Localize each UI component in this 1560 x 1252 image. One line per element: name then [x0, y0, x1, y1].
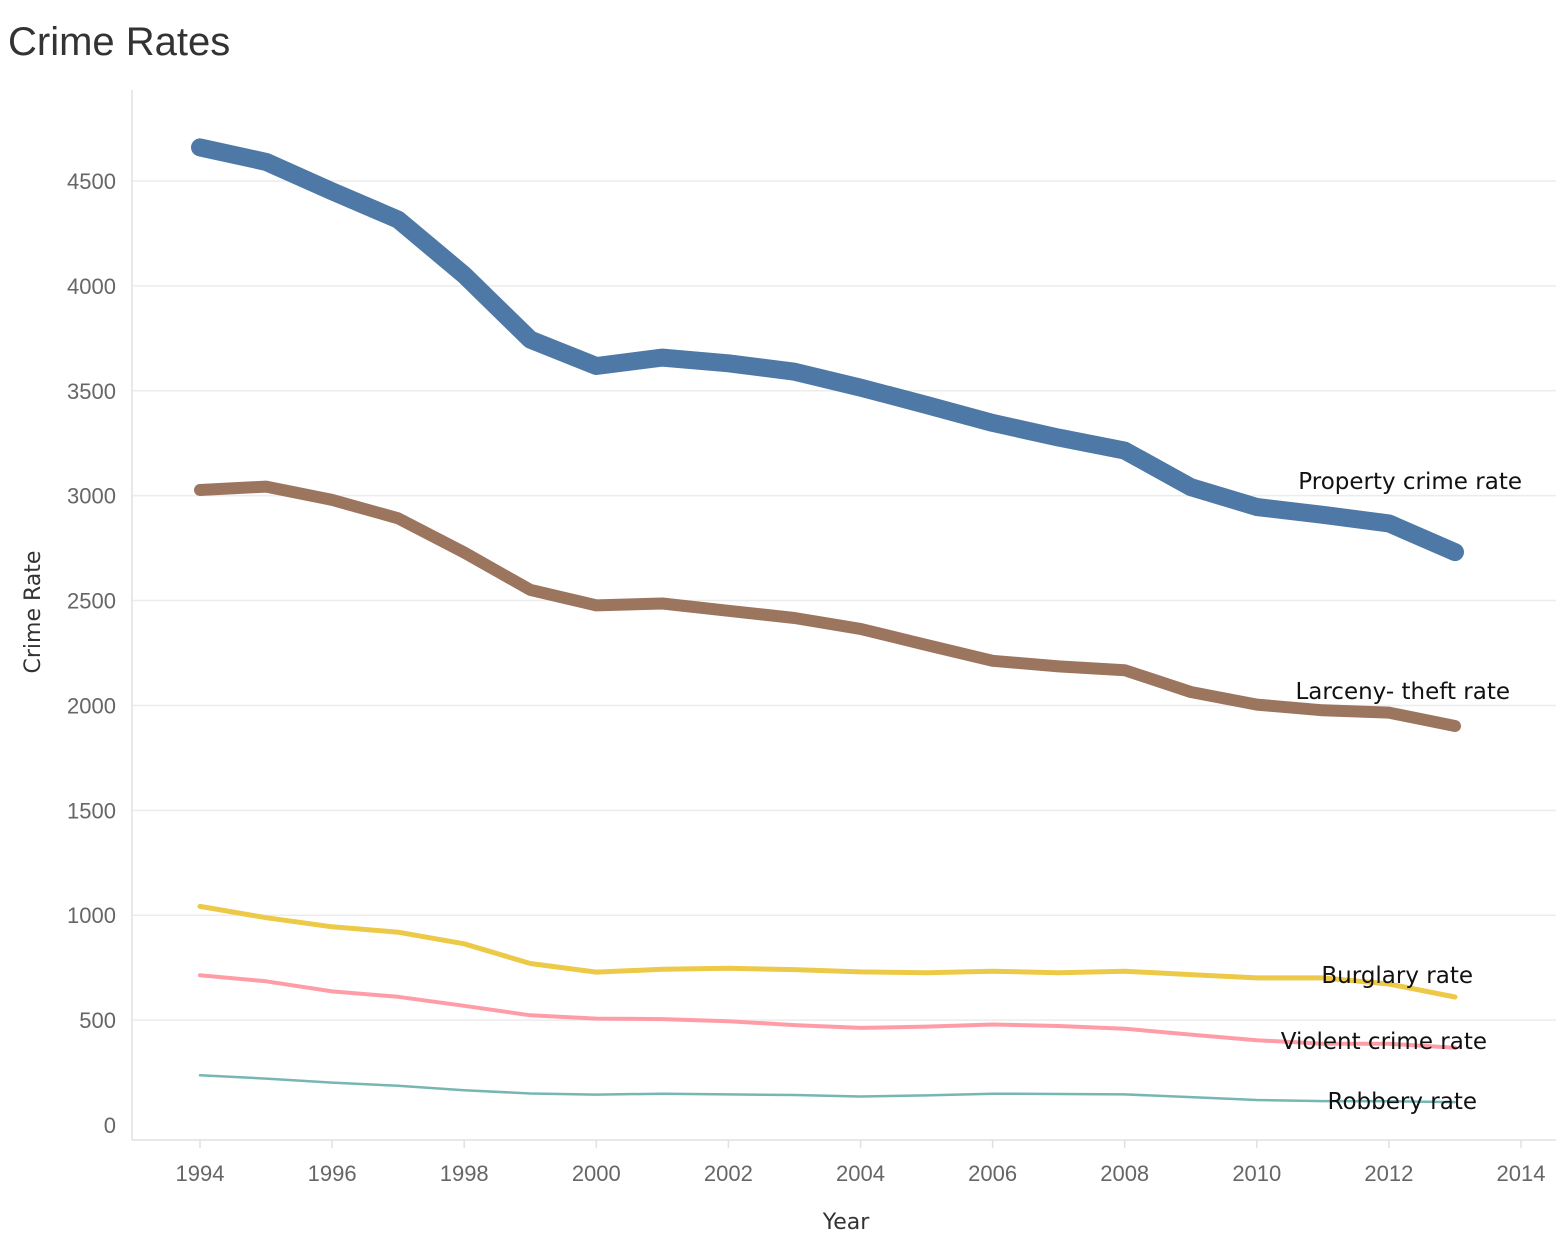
chart-title: Crime Rates	[8, 20, 231, 64]
y-tick-label: 1000	[67, 903, 116, 928]
series-line-5	[198, 1074, 1457, 1104]
axes: 0 500 1000 1500 2000 2500 3000 3500 4000 4500 1994…	[67, 90, 1556, 1186]
x-tick-label: 2002	[704, 1161, 753, 1186]
x-tick-label: 1996	[308, 1161, 357, 1186]
gridlines	[132, 180, 1556, 1021]
series-line-1	[191, 138, 1464, 562]
y-tick-label: 4000	[67, 274, 116, 299]
series-label-2: Larceny- theft rate	[1295, 679, 1510, 705]
x-tick-label: 2012	[1364, 1161, 1413, 1186]
x-tick-label: 2010	[1232, 1161, 1281, 1186]
series-line-2	[194, 480, 1461, 732]
x-axis-title: Year	[822, 1210, 871, 1235]
series-lines	[191, 138, 1464, 1104]
x-tick-label: 1998	[440, 1161, 489, 1186]
y-tick-label: 3000	[67, 484, 116, 509]
y-tick-label: 1500	[67, 798, 116, 823]
x-tick-label: 2006	[968, 1161, 1017, 1186]
series-label-4: Violent crime rate	[1281, 1029, 1487, 1055]
y-axis-title: Crime Rate	[21, 551, 46, 674]
x-tick-label: 2014	[1497, 1161, 1546, 1186]
y-tick-label: 500	[79, 1008, 116, 1033]
x-tick-label: 2000	[572, 1161, 621, 1186]
y-tick-label: 4500	[67, 169, 116, 194]
series-label-3: Burglary rate	[1321, 963, 1473, 989]
x-tick-label: 1994	[176, 1161, 225, 1186]
series-line-4	[198, 973, 1457, 1050]
series-label-5: Robbery rate	[1328, 1089, 1477, 1115]
series-line-3	[197, 903, 1458, 1000]
y-tick-label: 2500	[67, 589, 116, 614]
series-label-1: Property crime rate	[1298, 469, 1522, 495]
series-labels: Property crime rate Larceny- theft rate Bu…	[1281, 469, 1522, 1115]
y-tick-label: 3500	[67, 379, 116, 404]
x-tick-label: 2004	[836, 1161, 885, 1186]
x-tick-label: 2008	[1100, 1161, 1149, 1186]
y-tick-label: 2000	[67, 693, 116, 718]
y-tick-label: 0	[104, 1113, 116, 1138]
